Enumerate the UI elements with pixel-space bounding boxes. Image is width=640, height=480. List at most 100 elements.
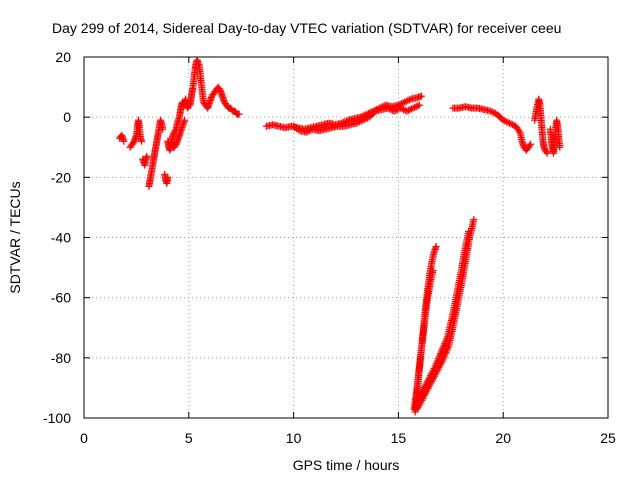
data-point <box>465 227 473 235</box>
data-point <box>437 349 445 357</box>
data-point <box>488 108 496 116</box>
data-point <box>408 105 415 113</box>
data-point <box>438 346 446 354</box>
data-point <box>434 356 442 364</box>
data-point <box>400 106 408 114</box>
data-point <box>406 106 414 114</box>
data-point <box>438 359 446 367</box>
data-point <box>415 101 423 109</box>
data-point <box>215 85 223 93</box>
data-point <box>412 103 420 111</box>
data-point <box>443 334 451 342</box>
data-point <box>487 107 495 115</box>
data-point <box>432 243 440 251</box>
data-point <box>305 127 313 135</box>
data-point <box>435 353 443 361</box>
data-point <box>525 142 533 150</box>
data-point <box>385 105 393 113</box>
data-point <box>504 118 512 126</box>
data-point <box>440 353 448 361</box>
data-point <box>354 118 362 126</box>
data-point <box>120 137 128 145</box>
data-point <box>499 116 507 124</box>
data-point <box>404 97 412 105</box>
data-point <box>429 267 437 275</box>
data-point <box>294 126 302 134</box>
x-tick-label: 5 <box>185 430 193 446</box>
data-point <box>444 343 452 351</box>
data-point <box>392 106 400 114</box>
data-point <box>443 345 451 353</box>
data-point <box>402 97 410 105</box>
data-point <box>501 117 509 125</box>
chart-title: Day 299 of 2014, Sidereal Day-to-day VTE… <box>52 20 561 36</box>
data-points <box>116 56 564 416</box>
data-point <box>409 104 417 112</box>
data-point <box>403 107 411 115</box>
y-tick-label: -40 <box>51 230 71 246</box>
data-point <box>304 127 312 135</box>
data-point <box>431 363 439 371</box>
data-point <box>439 344 447 352</box>
data-point <box>357 117 365 125</box>
data-point <box>414 102 422 110</box>
data-point <box>433 358 441 366</box>
data-point <box>398 105 406 113</box>
y-tick-label: -80 <box>51 350 71 366</box>
data-point <box>417 92 425 100</box>
data-point <box>387 106 395 114</box>
y-tick-label: -100 <box>43 410 71 426</box>
data-point <box>509 121 517 129</box>
y-tick-label: -20 <box>51 169 71 185</box>
data-point <box>443 347 451 355</box>
data-point <box>442 338 450 346</box>
y-tick-label: 20 <box>55 49 71 65</box>
data-point <box>171 142 179 150</box>
data-point <box>432 360 440 368</box>
x-tick-label: 10 <box>286 430 302 446</box>
data-point <box>502 118 510 126</box>
data-point <box>356 118 364 126</box>
data-point <box>442 348 450 356</box>
data-point <box>399 99 407 107</box>
data-point <box>470 215 478 223</box>
data-point <box>159 125 167 133</box>
data-point <box>360 115 368 123</box>
data-point <box>505 119 513 127</box>
data-point <box>411 103 419 111</box>
data-point <box>359 116 367 124</box>
data-point <box>515 127 523 135</box>
data-point <box>441 350 449 358</box>
data-point <box>442 336 450 344</box>
data-point <box>405 96 413 104</box>
data-point <box>404 106 412 114</box>
data-point <box>556 143 564 151</box>
data-point <box>181 116 189 124</box>
data-point <box>401 98 409 106</box>
x-tick-label: 0 <box>80 430 88 446</box>
data-point <box>396 104 404 112</box>
data-point <box>164 173 172 181</box>
y-tick-label: 0 <box>63 109 71 125</box>
data-point <box>138 137 146 145</box>
data-point <box>438 357 446 365</box>
data-point <box>436 351 444 359</box>
data-point <box>352 119 360 127</box>
data-point <box>430 365 438 373</box>
x-tick-label: 15 <box>391 430 407 446</box>
data-point <box>129 139 137 147</box>
data-point <box>507 120 515 128</box>
data-point <box>235 110 243 118</box>
data-point <box>439 355 447 363</box>
x-tick-label: 20 <box>495 430 511 446</box>
data-point <box>432 361 440 369</box>
data-point <box>362 115 370 123</box>
data-point <box>437 348 445 356</box>
data-point <box>439 343 447 351</box>
data-point <box>441 352 449 360</box>
data-point <box>543 149 551 157</box>
data-point <box>143 152 151 160</box>
grid-lines <box>84 57 608 418</box>
data-point <box>526 140 534 148</box>
